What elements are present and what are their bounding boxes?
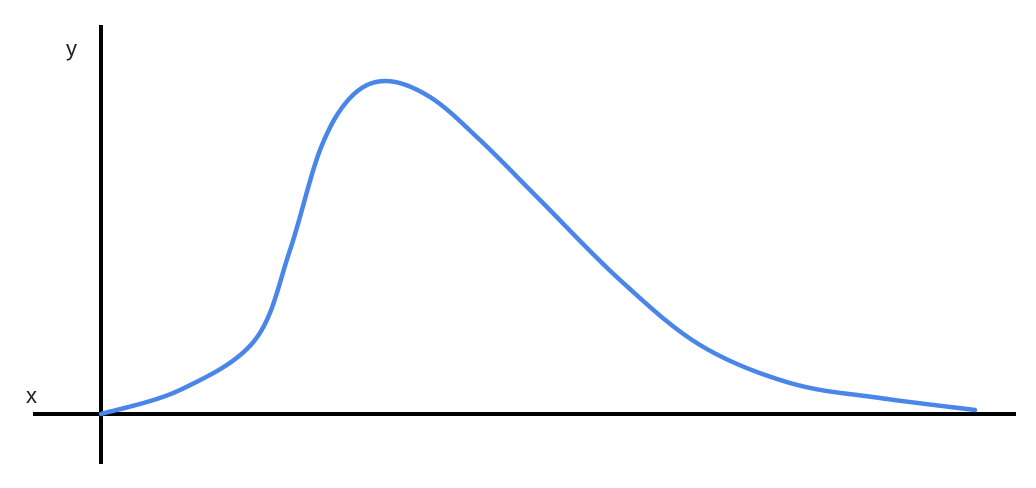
x-axis-label: x <box>26 383 37 408</box>
distribution-curve <box>98 78 978 417</box>
y-axis-label: y <box>66 36 77 61</box>
